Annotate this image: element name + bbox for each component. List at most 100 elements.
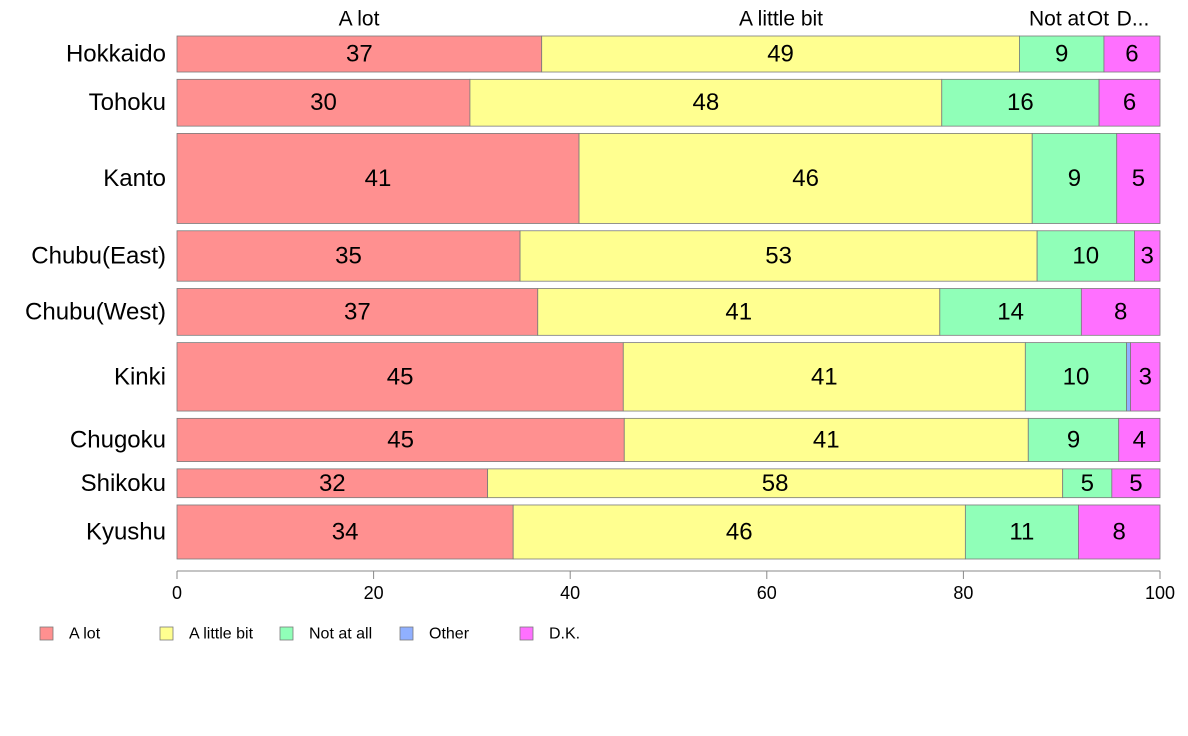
legend-label-a-little-bit: A little bit (189, 626, 254, 643)
bar-chubu-west-d-k (1080, 288, 1161, 336)
data-label-tohoku-a-little-bit: 48 (693, 89, 720, 116)
data-label-chubu-west-a-lot: 37 (344, 298, 371, 325)
bar-hokkaido-not-at-all (1019, 35, 1105, 73)
data-label-kinki-a-lot: 45 (387, 363, 414, 390)
legend-swatch-d-k (519, 626, 534, 641)
category-label-chubu-east: Chubu(East) (31, 242, 166, 269)
data-label-chugoku-a-little-bit: 41 (813, 426, 840, 453)
top-label-4: D... (1117, 8, 1150, 31)
data-label-kanto-a-lot: 41 (365, 165, 392, 192)
data-label-kyushu-a-lot: 34 (332, 518, 359, 545)
bar-kyushu-d-k (1078, 504, 1161, 560)
bar-chubu-west-not-at-all (939, 288, 1082, 336)
data-label-hokkaido-a-little-bit: 49 (767, 41, 794, 68)
top-label-1: A little bit (739, 8, 823, 31)
top-series-labels: A lot A little bit Not at Ot D... (339, 8, 1150, 31)
data-label-shikoku-a-lot: 32 (319, 470, 346, 497)
x-tick-label-0: 0 (172, 583, 182, 603)
legend-label-other: Other (429, 626, 470, 643)
bar-kinki-a-lot (176, 342, 624, 412)
legend-swatch-a-lot (39, 626, 54, 641)
data-label-chubu-east-a-lot: 35 (335, 242, 362, 269)
data-label-kanto-a-little-bit: 46 (792, 165, 819, 192)
bar-kyushu-not-at-all (964, 504, 1079, 560)
bar-kinki-d-k (1130, 342, 1161, 412)
data-label-shikoku-a-little-bit: 58 (762, 470, 789, 497)
bar-hokkaido-a-lot (176, 35, 543, 73)
data-label-kyushu-not-at-all: 11 (1009, 518, 1034, 545)
data-label-chubu-east-not-at-all: 10 (1072, 242, 1099, 269)
bar-hokkaido-a-little-bit (541, 35, 1020, 73)
data-label-hokkaido-not-at-all: 9 (1055, 41, 1068, 68)
x-tick-label-100: 100 (1145, 583, 1175, 603)
x-axis: 0 20 40 60 80 100 (172, 570, 1175, 603)
bar-chugoku-d-k (1118, 417, 1161, 462)
data-label-chugoku-d-k: 4 (1133, 426, 1146, 453)
category-label-kanto: Kanto (103, 165, 166, 192)
data-label-kyushu-a-little-bit: 46 (726, 518, 753, 545)
bar-tohoku-not-at-all (941, 78, 1100, 127)
bar-shikoku-d-k (1111, 468, 1161, 499)
data-label-kinki-not-at-all: 10 (1063, 363, 1090, 390)
data-label-chugoku-a-lot: 45 (387, 426, 414, 453)
category-labels: Hokkaido Tohoku Kanto Chubu(East) Chubu(West… (25, 41, 166, 546)
data-label-tohoku-a-lot: 30 (310, 89, 337, 116)
x-tick-label-40: 40 (560, 583, 580, 603)
data-label-chubu-west-not-at-all: 14 (997, 298, 1024, 325)
data-label-kinki-d-k: 3 (1139, 363, 1152, 390)
data-label-hokkaido-a-lot: 37 (346, 41, 373, 68)
bar-chugoku-a-lot (176, 417, 625, 462)
bar-kinki-not-at-all (1024, 342, 1127, 412)
bar-kanto-d-k (1116, 133, 1161, 224)
legend-swatch-other (399, 626, 414, 641)
data-label-shikoku-d-k: 5 (1129, 470, 1142, 497)
data-label-chubu-east-d-k: 3 (1141, 242, 1154, 269)
bar-kanto-a-lot (176, 133, 580, 224)
data-label-chugoku-not-at-all: 9 (1067, 426, 1080, 453)
data-label-kanto-d-k: 5 (1132, 165, 1145, 192)
data-label-chubu-east-a-little-bit: 53 (765, 242, 792, 269)
top-label-3: Ot (1087, 8, 1109, 31)
bar-chugoku-not-at-all (1027, 417, 1120, 462)
legend-swatch-a-little-bit (159, 626, 174, 641)
x-tick-label-80: 80 (953, 583, 973, 603)
category-label-tohoku: Tohoku (89, 89, 166, 116)
data-label-shikoku-not-at-all: 5 (1081, 470, 1094, 497)
legend-label-d-k: D.K. (549, 626, 580, 643)
data-label-kyushu-d-k: 8 (1113, 518, 1126, 545)
category-label-kyushu: Kyushu (86, 518, 166, 545)
bar-tohoku-a-lot (176, 78, 471, 127)
x-tick-label-20: 20 (364, 583, 384, 603)
bar-chubu-west-a-little-bit (537, 288, 941, 336)
category-label-kinki: Kinki (114, 363, 166, 390)
bar-chubu-west-a-lot (176, 288, 539, 336)
top-label-0: A lot (339, 8, 380, 31)
data-label-tohoku-d-k: 6 (1123, 89, 1136, 116)
bar-shikoku-not-at-all (1062, 468, 1113, 499)
category-label-chugoku: Chugoku (70, 426, 166, 453)
bar-chubu-east-a-lot (176, 230, 521, 282)
bar-shikoku-a-lot (176, 468, 489, 499)
legend-label-not-at-all: Not at all (309, 626, 372, 643)
category-label-chubu-west: Chubu(West) (25, 298, 166, 325)
legend: A lot A little bit Not at all Other D.K. (39, 626, 580, 643)
bar-kinki-other (1126, 342, 1131, 412)
category-label-shikoku: Shikoku (81, 470, 166, 497)
bar-tohoku-a-little-bit (469, 78, 943, 127)
data-label-hokkaido-d-k: 6 (1125, 41, 1138, 68)
top-label-2: Not at (1029, 8, 1085, 31)
bar-tohoku-d-k (1098, 78, 1161, 127)
bar-chubu-east-d-k (1134, 230, 1161, 282)
data-label-tohoku-not-at-all: 16 (1007, 89, 1034, 116)
bar-chubu-east-a-little-bit (519, 230, 1038, 282)
legend-label-a-lot: A lot (69, 626, 101, 643)
category-label-hokkaido: Hokkaido (66, 41, 166, 68)
data-label-kanto-not-at-all: 9 (1068, 165, 1081, 192)
bar-kyushu-a-little-bit (512, 504, 966, 560)
bar-kinki-a-little-bit (622, 342, 1026, 412)
bars: 37 49 9 630 48 16 641 46 9 535 53 10 337 41 14 845 41 10 3… (176, 35, 1161, 560)
bar-kanto-a-little-bit (578, 133, 1033, 224)
legend-swatch-not-at-all (279, 626, 294, 641)
bar-hokkaido-d-k (1103, 35, 1161, 73)
